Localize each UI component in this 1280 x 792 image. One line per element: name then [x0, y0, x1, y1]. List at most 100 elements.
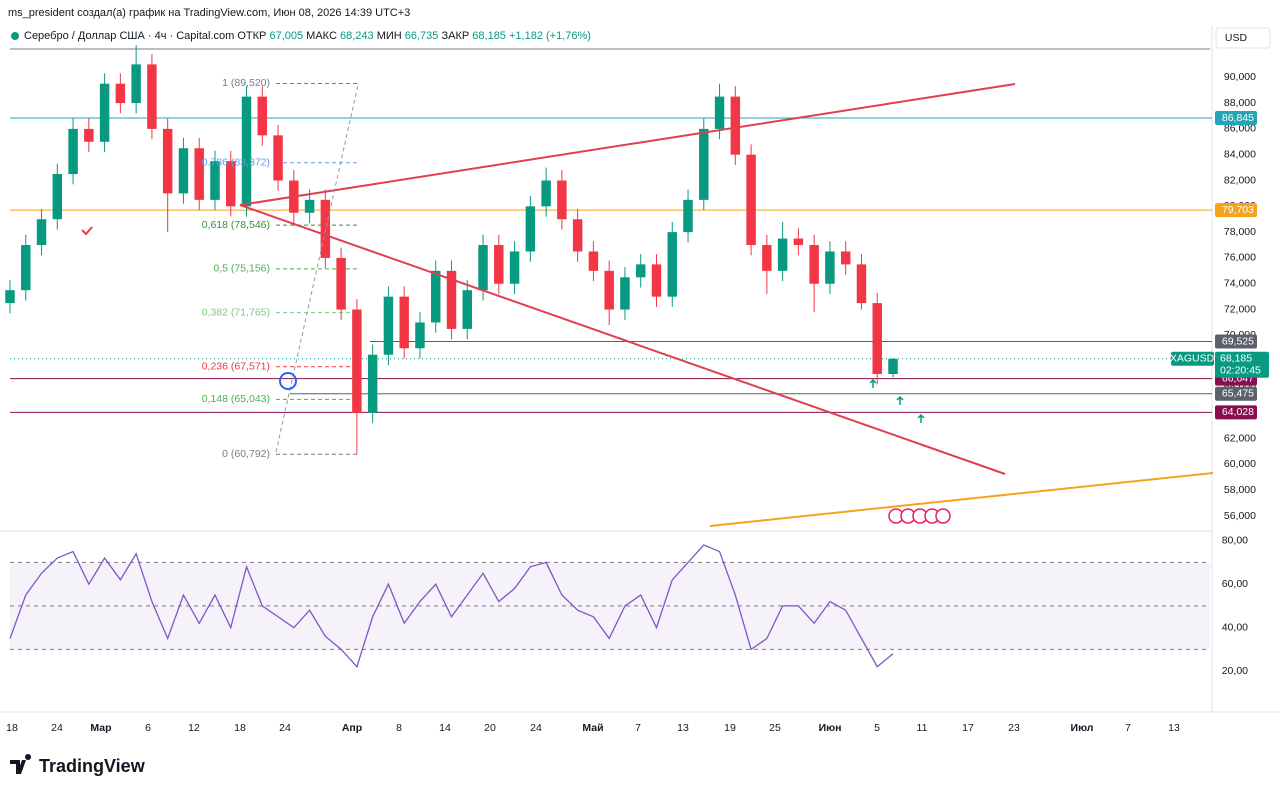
x-tick-label: 11	[917, 722, 928, 734]
marker-circle	[279, 372, 297, 390]
candle-body	[131, 64, 141, 104]
legend-item: ОТКР	[237, 30, 266, 42]
x-tick-label: 5	[874, 722, 880, 734]
fib-label: 0 (60,792)	[222, 448, 270, 460]
rsi-tick-label: 60,00	[1222, 578, 1248, 590]
currency[interactable]: USD	[1225, 32, 1248, 44]
arrow	[869, 378, 877, 388]
candle-body	[888, 358, 898, 375]
candle-body	[241, 96, 252, 207]
candle-body	[809, 245, 819, 284]
candle-body	[21, 245, 31, 291]
candle-body	[541, 180, 551, 207]
legend-item: +1,182 (+1,76%)	[509, 30, 591, 42]
price-tag	[1215, 110, 1257, 125]
x-tick-label: 24	[530, 722, 542, 734]
candle-body	[210, 161, 220, 200]
fib-label: 0,5 (75,156)	[213, 263, 270, 275]
candle-body	[478, 245, 488, 291]
countdown: 02:20:45	[1220, 365, 1261, 377]
x-tick-label: 7	[1125, 722, 1131, 734]
y-tick-label: 76,000	[1224, 252, 1256, 264]
y-tick-label: 88,000	[1224, 97, 1256, 109]
logo-text: TradingView	[39, 756, 146, 776]
x-tick-label: 24	[279, 722, 291, 734]
candle-body	[147, 64, 157, 129]
candle-body	[367, 354, 378, 413]
drawings	[10, 48, 1214, 527]
x-tick-label: Мар	[90, 722, 111, 734]
trend-line	[709, 472, 1214, 527]
y-tick-label: 74,000	[1224, 278, 1256, 290]
legend-item: ЗАКР	[441, 30, 469, 42]
logo: TradingView	[10, 754, 146, 776]
candle-body	[99, 83, 110, 142]
candle-body	[84, 128, 94, 142]
candle-body	[840, 251, 851, 265]
x-tick-label: 24	[51, 722, 63, 734]
candle-body	[162, 128, 173, 194]
trend-line	[239, 204, 1006, 475]
x-tick-label: 17	[962, 722, 974, 734]
x-tick-label: Май	[582, 722, 603, 734]
candle-body	[509, 251, 520, 284]
candle-body	[730, 96, 741, 155]
candle-body	[777, 238, 788, 271]
y-tick-label: 84,000	[1224, 148, 1256, 160]
y-tick-label: 86,000	[1224, 123, 1256, 135]
currency-button[interactable]	[1215, 27, 1271, 49]
legend-item: 68,243	[340, 30, 374, 42]
price-tag	[1215, 334, 1257, 349]
candle-body	[746, 154, 756, 246]
y-tick-label: 82,000	[1224, 174, 1256, 186]
symbol-tag	[1171, 351, 1214, 366]
candle-body	[872, 303, 882, 375]
arrow	[917, 413, 925, 423]
fib-label: 1 (89,520)	[222, 77, 270, 89]
price-tag-label: 68,185	[1220, 353, 1252, 365]
candle-body	[226, 161, 236, 207]
legend-item: 68,185	[472, 30, 506, 42]
candle-body	[5, 290, 15, 304]
x-tick-label: 19	[724, 722, 736, 734]
candle-body	[525, 206, 536, 252]
price-tag-label: 65,475	[1222, 388, 1254, 400]
y-tick-label: 72,000	[1224, 303, 1256, 315]
fib-label: 0,382 (71,765)	[202, 306, 270, 318]
candle-body	[115, 83, 126, 104]
x-tick-label: Июн	[819, 722, 842, 734]
candle-body	[683, 199, 693, 233]
fib-label: 0.786 (83,372)	[202, 157, 270, 169]
check-mark	[81, 226, 93, 236]
fib-label: 0,236 (67,571)	[202, 360, 270, 372]
candle-body	[304, 199, 315, 213]
x-tick-label: 13	[1168, 722, 1180, 734]
candle-body	[635, 264, 646, 278]
candle-body	[494, 245, 504, 284]
x-tick-label: 7	[635, 722, 641, 734]
x-tick-label: 25	[769, 722, 781, 734]
y-tick-label: 58,000	[1224, 484, 1256, 496]
legend: Серебро / Доллар США · 4ч · Capital.com …	[11, 30, 591, 42]
candle-body	[68, 128, 78, 175]
x-tick-label: Июл	[1071, 722, 1094, 734]
fib-label: 0,148 (65,043)	[202, 393, 270, 405]
candle-body	[572, 219, 583, 252]
legend-item: МИН	[377, 30, 402, 42]
candle-body	[383, 296, 394, 355]
candle-body	[415, 322, 425, 349]
candle-body	[667, 232, 677, 297]
y-tick-label: 90,000	[1224, 71, 1256, 83]
candle-body	[588, 251, 599, 271]
candle-body	[651, 264, 662, 297]
legend-item: 67,005	[269, 30, 303, 42]
candle-body	[257, 96, 268, 136]
candle-body	[36, 219, 47, 246]
candle-body	[178, 148, 189, 194]
x-tick-label: 12	[188, 722, 200, 734]
x-tick-label: 18	[6, 722, 18, 734]
x-tick-label: 18	[234, 722, 246, 734]
symbol-tag-label: XAGUSD	[1170, 353, 1215, 365]
